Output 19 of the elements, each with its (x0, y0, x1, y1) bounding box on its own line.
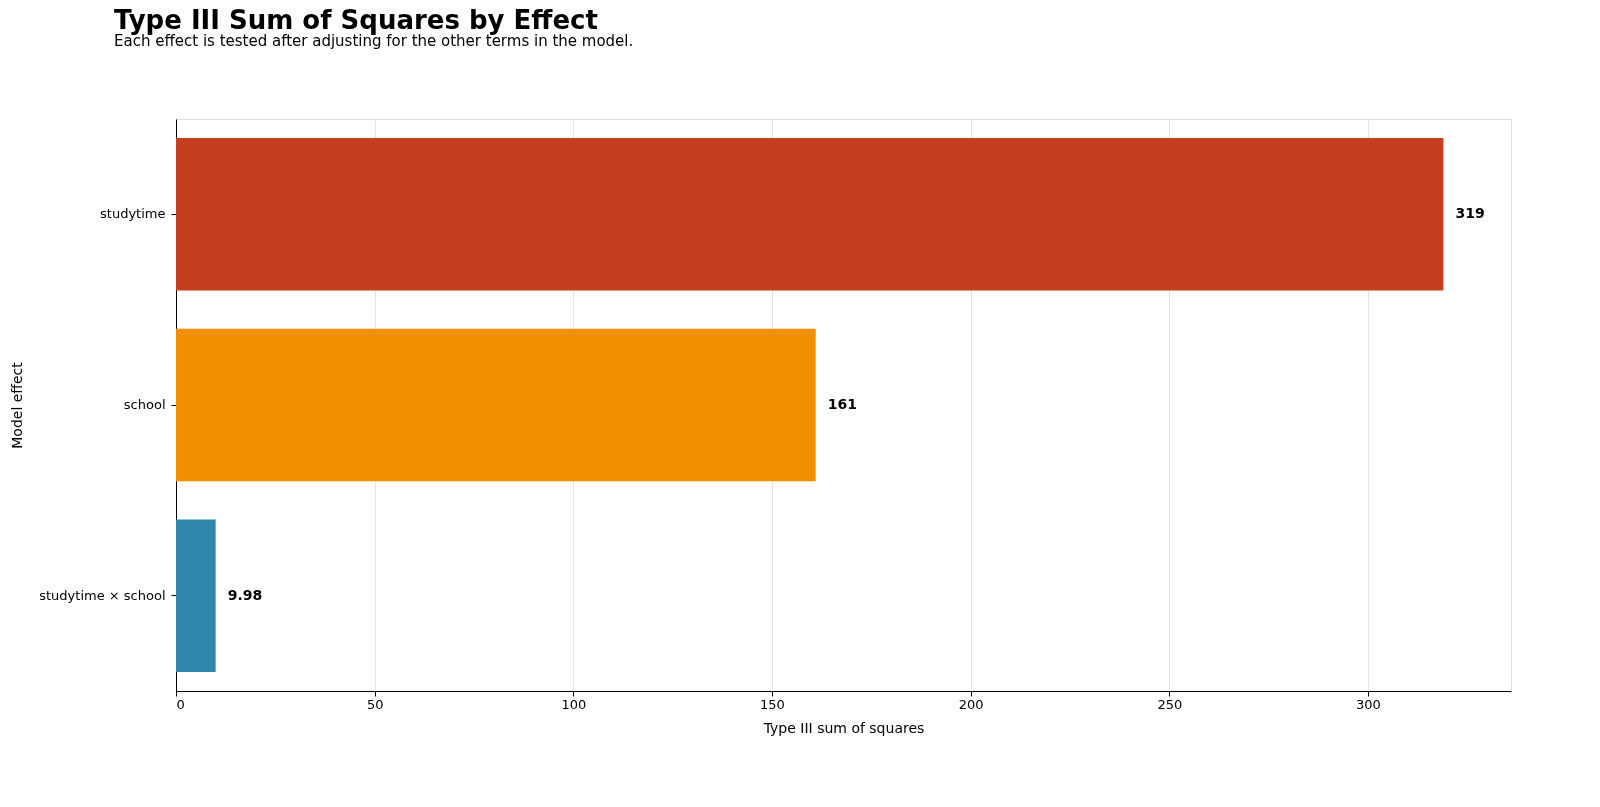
y-tick-label: studytime × school (39, 587, 166, 603)
bar (176, 138, 1444, 291)
x-tick-label: 250 (1157, 696, 1183, 712)
data-label: 9.98 (227, 586, 263, 603)
x-tick-label: 100 (561, 696, 587, 712)
bar (176, 328, 816, 482)
chart-title: Type III Sum of Squares by Effect (114, 5, 598, 35)
x-axis-title: Type III sum of squares (762, 719, 925, 736)
x-tick-label: 150 (760, 696, 785, 712)
bar (176, 519, 216, 672)
y-tick-label: studytime (100, 206, 166, 222)
x-tick-label: 50 (366, 696, 384, 712)
x-tick-label: 0 (176, 696, 185, 712)
data-label: 319 (1455, 205, 1485, 222)
data-label: 161 (827, 396, 857, 412)
x-tick-label: 200 (958, 696, 984, 712)
y-axis-title: Model effect (9, 361, 26, 449)
y-tick-label: school (123, 397, 166, 412)
x-tick-label: 300 (1356, 696, 1381, 712)
